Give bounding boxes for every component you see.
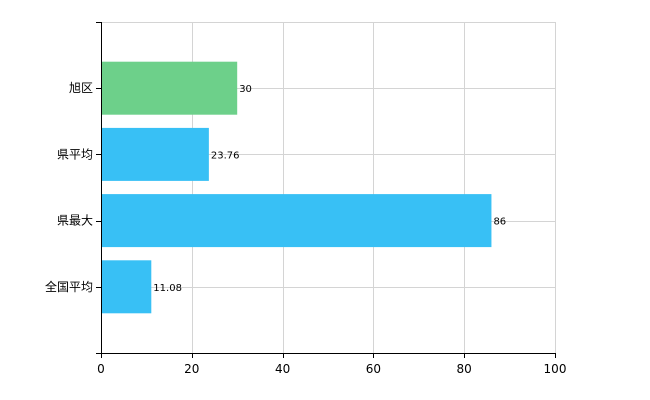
category-label: 県平均 (57, 147, 93, 161)
labels: 0 20 40 60 80 100 旭区 30 県平均 23.76 県最大 86 全国平均 11.08 (45, 81, 566, 376)
data-label: 11.08 (153, 283, 182, 294)
bar-2 (101, 194, 492, 248)
category-label: 県最大 (57, 214, 93, 228)
bars (101, 61, 492, 314)
category-label: 全国平均 (45, 279, 93, 294)
x-tick-label: 0 (97, 362, 105, 376)
x-tick-label: 60 (366, 362, 381, 376)
bar-0 (101, 61, 238, 115)
x-tick-label: 20 (184, 362, 199, 376)
x-tick-label: 40 (275, 362, 290, 376)
x-tick-label: 100 (544, 362, 567, 376)
bar-1 (101, 127, 209, 181)
axes (96, 22, 556, 358)
x-tick-label: 80 (457, 362, 472, 376)
data-label: 86 (493, 217, 506, 228)
bar-3 (101, 260, 152, 314)
data-label: 30 (239, 84, 252, 95)
category-label: 旭区 (69, 81, 93, 95)
data-label: 23.76 (211, 150, 240, 161)
